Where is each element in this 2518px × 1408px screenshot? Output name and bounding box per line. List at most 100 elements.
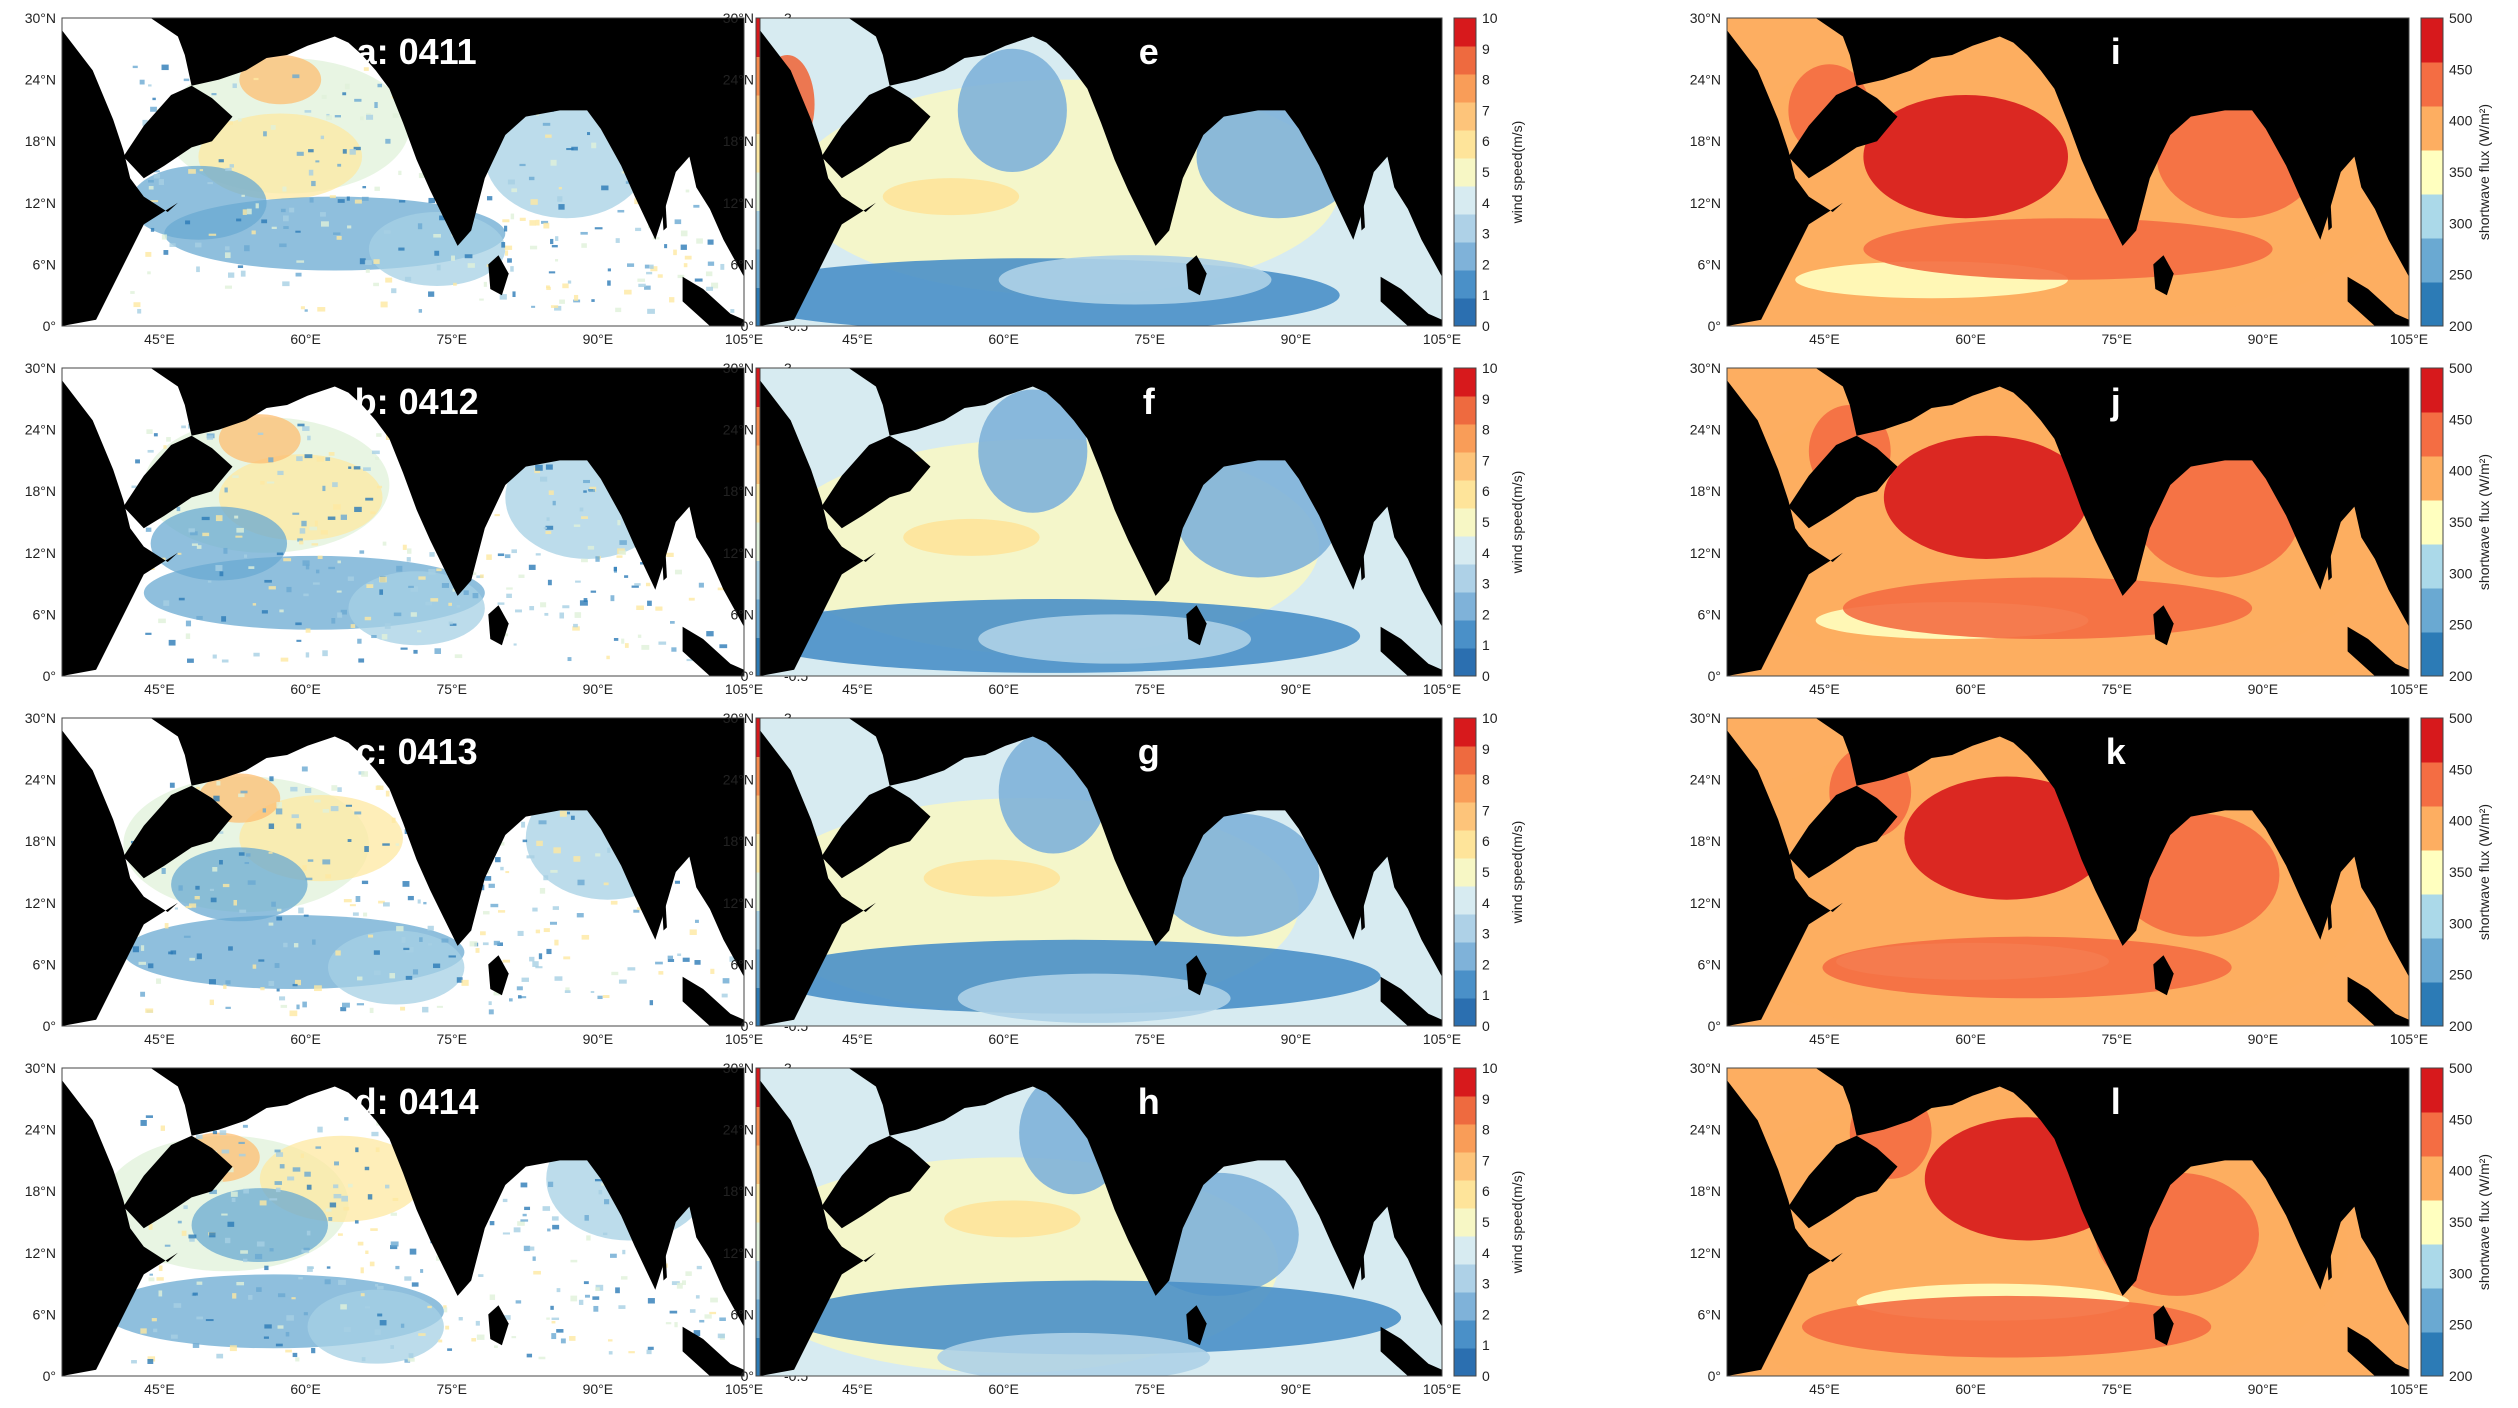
data-field [1727, 1068, 2409, 1376]
lat-tick: 12°N [1690, 545, 1721, 561]
lat-tick: 12°N [25, 895, 56, 911]
lon-tick: 60°E [1955, 331, 1986, 347]
lat-tick: 18°N [25, 1183, 56, 1199]
lat-tick: 18°N [723, 483, 754, 499]
lat-tick: 6°N [33, 1306, 57, 1322]
lon-tick: 45°E [144, 681, 175, 697]
panel-h: 30°N24°N18°N12°N6°N0°45°E 60°E 75°E 90°E 105… [723, 1060, 1525, 1397]
colorbar-tick: 0 [1482, 668, 1490, 684]
lat-tick: 30°N [25, 710, 56, 726]
colorbar-tick: 3 [1482, 576, 1490, 592]
lat-tick: 0° [741, 318, 754, 334]
lon-tick: 45°E [1809, 1031, 1840, 1047]
panel-title: c: 0413 [356, 731, 478, 772]
lon-tick: 90°E [2248, 331, 2279, 347]
lon-tick: 105°E [1423, 1381, 1461, 1397]
colorbar-tick: 500 [2449, 10, 2473, 26]
colorbar: 500 450 400 350 300 250 200 shortwave flux (W/m… [2420, 1060, 2492, 1384]
lon-tick: 60°E [988, 1381, 1019, 1397]
data-field [760, 18, 1442, 326]
colorbar-tick: 450 [2449, 411, 2473, 427]
lon-tick: 90°E [1281, 1031, 1312, 1047]
colorbar-tick: 250 [2449, 267, 2473, 283]
data-field [1727, 18, 2409, 326]
colorbar-tick: 0 [1482, 318, 1490, 334]
colorbar-tick: 300 [2449, 215, 2473, 231]
lat-tick: 12°N [723, 545, 754, 561]
lon-tick: 60°E [988, 1031, 1019, 1047]
lon-tick: 90°E [583, 1381, 614, 1397]
lat-tick: 12°N [25, 195, 56, 211]
data-field [1727, 368, 2409, 676]
lat-tick: 18°N [723, 833, 754, 849]
lat-tick: 30°N [723, 1060, 754, 1076]
lat-tick: 18°N [1690, 133, 1721, 149]
data-field [62, 718, 744, 1026]
lat-tick: 18°N [1690, 483, 1721, 499]
colorbar-tick: 450 [2449, 61, 2473, 77]
lat-tick: 18°N [25, 833, 56, 849]
lon-tick: 75°E [2101, 681, 2132, 697]
lat-tick: 12°N [25, 1245, 56, 1261]
colorbar-tick: 250 [2449, 1317, 2473, 1333]
lat-tick: 0° [1708, 1368, 1721, 1384]
lon-tick: 75°E [2101, 331, 2132, 347]
colorbar-label: shortwave flux (W/m²) [2476, 454, 2492, 590]
colorbar-tick: 1 [1482, 637, 1490, 653]
lon-tick: 60°E [1955, 681, 1986, 697]
panel-title: j [2110, 381, 2121, 422]
lon-tick: 60°E [290, 1381, 321, 1397]
lat-tick: 18°N [1690, 1183, 1721, 1199]
colorbar-tick: 9 [1482, 41, 1490, 57]
colorbar-label: wind speed(m/s) [1509, 821, 1525, 925]
colorbar-tick: 10 [1482, 360, 1498, 376]
lon-tick: 105°E [725, 681, 763, 697]
colorbar-tick: 350 [2449, 514, 2473, 530]
lat-tick: 30°N [723, 710, 754, 726]
lat-tick: 12°N [1690, 1245, 1721, 1261]
data-field [760, 718, 1442, 1026]
lon-tick: 45°E [1809, 331, 1840, 347]
lat-tick: 12°N [1690, 895, 1721, 911]
panel-c: 30°N 24°N 18°N 12°N 6°N 0° 45°E 60°E 75°E 90°E 105… [25, 710, 827, 1047]
data-field [62, 18, 744, 326]
colorbar-tick: 350 [2449, 1214, 2473, 1230]
lon-tick: 75°E [1134, 681, 1165, 697]
panel-title: i [2111, 31, 2121, 72]
lat-tick: 6°N [731, 606, 755, 622]
colorbar-tick: 200 [2449, 668, 2473, 684]
panel-b: 30°N 24°N 18°N 12°N 6°N 0° 45°E 60°E 75°E 90°E 105… [25, 360, 827, 697]
lon-tick: 90°E [1281, 681, 1312, 697]
lat-tick: 24°N [1690, 72, 1721, 88]
colorbar-tick: 6 [1482, 483, 1490, 499]
lon-tick: 60°E [1955, 1381, 1986, 1397]
lon-tick: 90°E [583, 331, 614, 347]
lat-tick: 24°N [723, 422, 754, 438]
lon-tick: 105°E [725, 1031, 763, 1047]
lon-tick: 75°E [436, 331, 467, 347]
lon-tick: 90°E [583, 1031, 614, 1047]
lon-tick: 90°E [2248, 681, 2279, 697]
lat-tick: 0° [741, 1018, 754, 1034]
colorbar-label: wind speed(m/s) [1509, 1171, 1525, 1275]
colorbar-tick: 7 [1482, 452, 1490, 468]
panel-title: b: 0412 [355, 381, 479, 422]
lat-tick: 6°N [731, 1306, 755, 1322]
lat-tick: 30°N [25, 360, 56, 376]
lon-tick: 105°E [2390, 1381, 2428, 1397]
lon-tick: 105°E [725, 331, 763, 347]
lat-tick: 24°N [25, 772, 56, 788]
lon-tick: 60°E [290, 681, 321, 697]
colorbar-tick: 4 [1482, 895, 1490, 911]
lat-tick: 0° [43, 668, 56, 684]
panel-g: 30°N24°N18°N12°N6°N0°45°E 60°E 75°E 90°E 105… [723, 710, 1525, 1047]
colorbar-tick: 300 [2449, 565, 2473, 581]
colorbar-tick: 200 [2449, 1368, 2473, 1384]
lon-tick: 90°E [2248, 1381, 2279, 1397]
lon-tick: 105°E [2390, 1031, 2428, 1047]
lon-tick: 75°E [436, 681, 467, 697]
colorbar-tick: 450 [2449, 1111, 2473, 1127]
colorbar-tick: 350 [2449, 164, 2473, 180]
